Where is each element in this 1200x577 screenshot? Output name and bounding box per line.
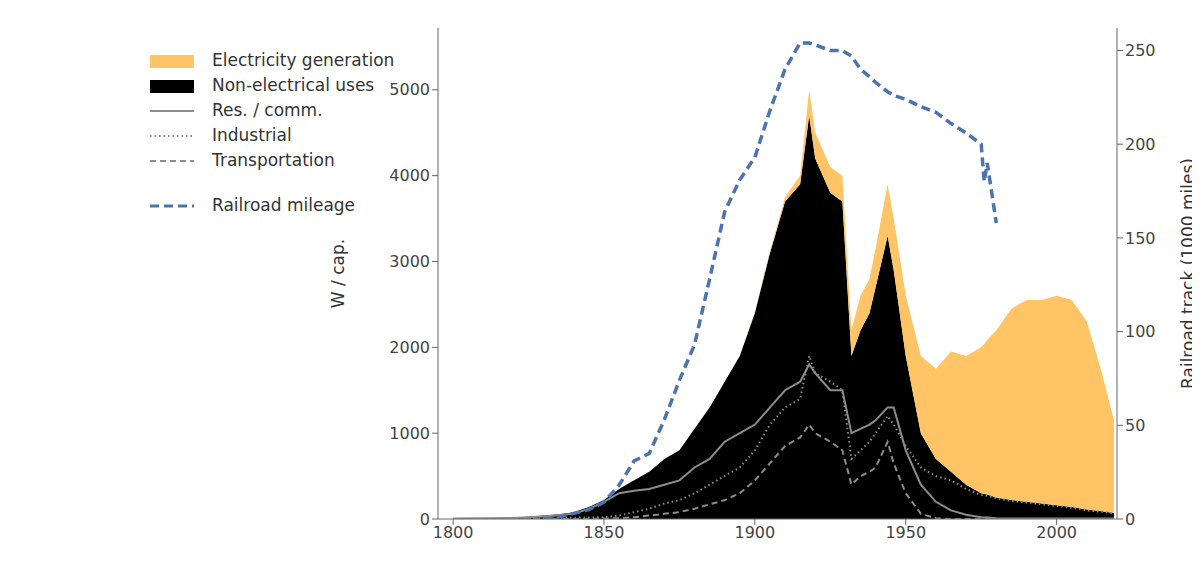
html-text:Industrial: Industrial xyxy=(212,125,292,145)
svg-text:5000: 5000 xyxy=(389,80,430,99)
svg-text:1950: 1950 xyxy=(885,523,926,542)
svg-text:100: 100 xyxy=(1125,322,1156,341)
svg-text:2000: 2000 xyxy=(389,338,430,357)
svg-text:150: 150 xyxy=(1125,229,1156,248)
svg-text:0: 0 xyxy=(420,510,430,529)
svg-text:Railroad track (1000 miles): Railroad track (1000 miles) xyxy=(1178,158,1192,389)
svg-text:4000: 4000 xyxy=(389,166,430,185)
svg-text:1800: 1800 xyxy=(433,523,474,542)
html-text:Non-electrical uses: Non-electrical uses xyxy=(212,75,375,95)
svg-text:1850: 1850 xyxy=(584,523,625,542)
svg-text:W / cap.: W / cap. xyxy=(328,239,348,308)
html-text:Transportation: Transportation xyxy=(212,150,335,170)
html-text:Railroad mileage: Railroad mileage xyxy=(212,195,356,215)
html-text:Res. / comm.: Res. / comm. xyxy=(212,100,323,120)
svg-text:3000: 3000 xyxy=(389,252,430,271)
svg-text:250: 250 xyxy=(1125,41,1156,60)
svg-text:1000: 1000 xyxy=(389,424,430,443)
svg-text:200: 200 xyxy=(1125,135,1156,154)
svg-text:2000: 2000 xyxy=(1036,523,1077,542)
svg-text:50: 50 xyxy=(1125,416,1145,435)
svg-text:1900: 1900 xyxy=(735,523,776,542)
html-text:Electricity generation: Electricity generation xyxy=(212,50,395,70)
svg-text:0: 0 xyxy=(1125,510,1135,529)
